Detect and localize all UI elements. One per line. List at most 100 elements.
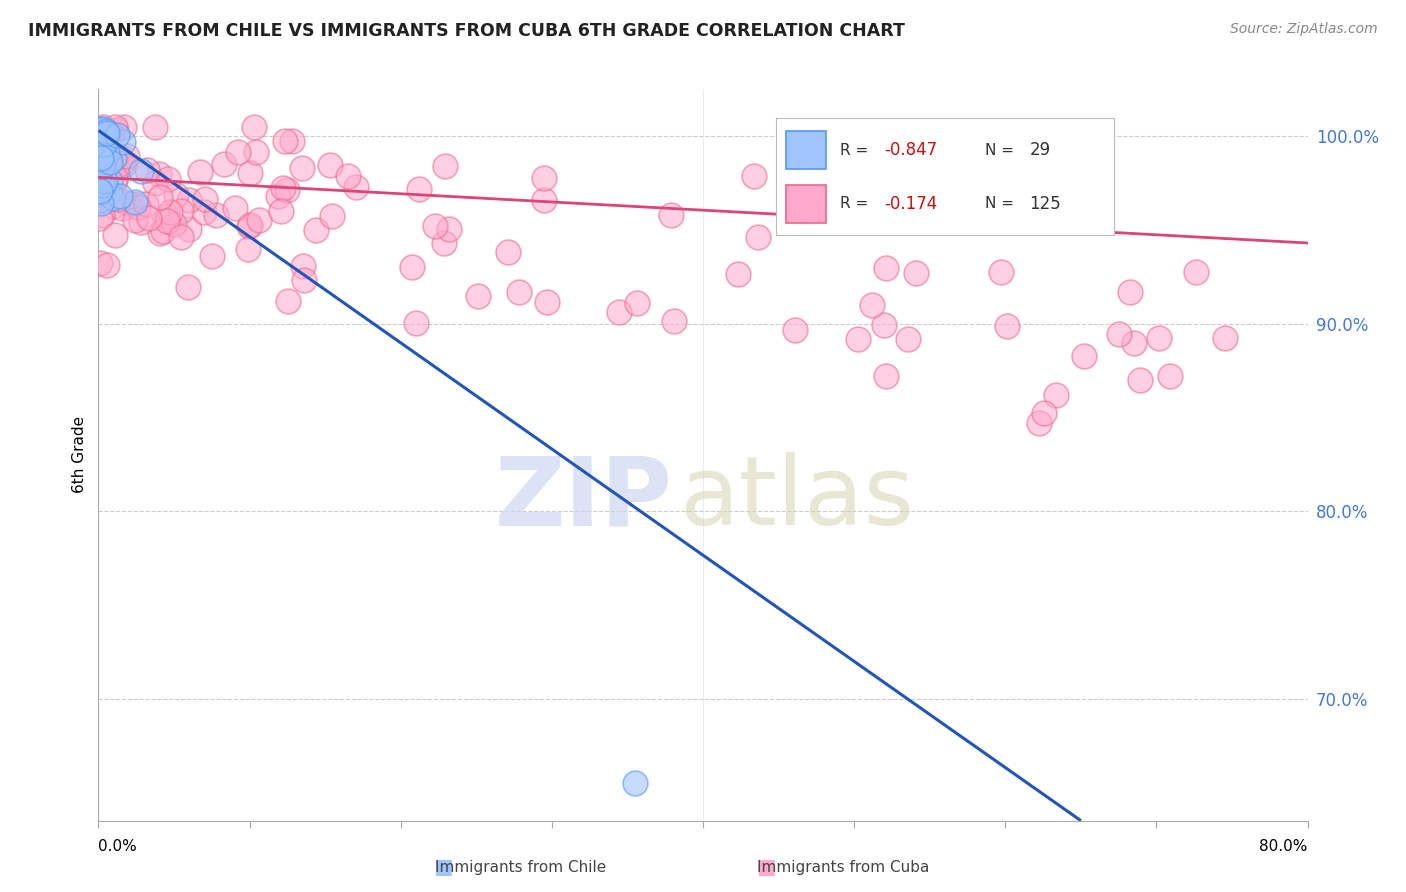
Point — [292, 259, 315, 273]
Point — [624, 776, 647, 790]
Point — [467, 289, 489, 303]
Text: Source: ZipAtlas.com: Source: ZipAtlas.com — [1230, 22, 1378, 37]
Point — [875, 261, 897, 276]
Point — [212, 157, 235, 171]
Point — [194, 192, 217, 206]
Point — [1108, 326, 1130, 341]
Point — [238, 219, 260, 234]
Point — [108, 189, 131, 203]
Point — [401, 260, 423, 274]
Point — [105, 128, 128, 142]
Point — [607, 305, 630, 319]
Point — [742, 169, 765, 183]
Point — [193, 205, 215, 219]
Point — [659, 208, 682, 222]
Point — [271, 181, 294, 195]
Point — [860, 298, 883, 312]
Point — [281, 134, 304, 148]
Point — [1159, 368, 1181, 383]
Point — [224, 202, 246, 216]
Point — [91, 178, 114, 193]
Point — [1073, 349, 1095, 363]
Point — [783, 323, 806, 337]
Point — [277, 293, 299, 308]
Point — [104, 227, 127, 242]
Point — [995, 319, 1018, 334]
Text: 0.0%: 0.0% — [98, 838, 138, 854]
Point — [136, 163, 159, 178]
Text: N =: N = — [986, 196, 1019, 211]
Point — [124, 194, 146, 209]
Point — [90, 195, 112, 210]
Point — [236, 243, 259, 257]
Point — [170, 204, 193, 219]
Point — [124, 213, 146, 227]
Text: ■: ■ — [433, 857, 453, 877]
Point — [129, 163, 152, 178]
Point — [96, 126, 118, 140]
Point — [96, 258, 118, 272]
Point — [97, 157, 120, 171]
Text: 29: 29 — [1029, 141, 1050, 159]
Point — [103, 151, 125, 165]
Point — [94, 124, 117, 138]
Point — [89, 124, 111, 138]
Point — [90, 127, 112, 141]
Point — [105, 148, 128, 162]
Point — [1184, 265, 1206, 279]
Point — [846, 332, 869, 346]
Point — [105, 123, 128, 137]
Point — [533, 193, 555, 207]
Point — [163, 218, 186, 232]
Point — [89, 185, 111, 199]
Point — [165, 188, 187, 202]
Point — [91, 122, 114, 136]
Point — [131, 214, 153, 228]
Point — [111, 201, 134, 215]
Point — [98, 174, 121, 188]
Point — [1215, 331, 1237, 345]
Point — [159, 205, 181, 219]
Point — [124, 197, 146, 211]
Point — [117, 149, 139, 163]
Point — [408, 182, 430, 196]
Point — [205, 208, 228, 222]
Point — [89, 194, 111, 208]
Point — [1028, 417, 1050, 431]
Point — [508, 285, 530, 299]
Point — [104, 120, 127, 134]
Point — [875, 369, 897, 384]
Text: -0.174: -0.174 — [884, 194, 938, 213]
Point — [305, 223, 328, 237]
Point — [1129, 373, 1152, 387]
Point — [727, 267, 749, 281]
Point — [89, 211, 111, 226]
Point — [1032, 406, 1054, 420]
Point — [107, 192, 129, 206]
Text: ZIP: ZIP — [495, 452, 673, 545]
Y-axis label: 6th Grade: 6th Grade — [72, 417, 87, 493]
Point — [990, 265, 1012, 279]
Text: R =: R = — [839, 143, 873, 158]
Point — [318, 157, 340, 171]
Point — [177, 194, 200, 208]
Point — [292, 273, 315, 287]
Point — [103, 191, 125, 205]
Point — [276, 183, 298, 197]
Point — [100, 128, 122, 142]
Point — [91, 157, 114, 171]
Point — [267, 189, 290, 203]
Bar — [786, 131, 827, 169]
Point — [104, 160, 127, 174]
Point — [115, 196, 138, 211]
Point — [135, 197, 157, 211]
Text: 125: 125 — [1029, 194, 1062, 213]
Text: Immigrants from Cuba: Immigrants from Cuba — [758, 860, 929, 874]
Text: N =: N = — [986, 143, 1019, 158]
Point — [89, 178, 111, 193]
Point — [111, 156, 134, 170]
Point — [536, 295, 558, 310]
Point — [188, 165, 211, 179]
Point — [904, 266, 927, 280]
Point — [228, 145, 250, 159]
